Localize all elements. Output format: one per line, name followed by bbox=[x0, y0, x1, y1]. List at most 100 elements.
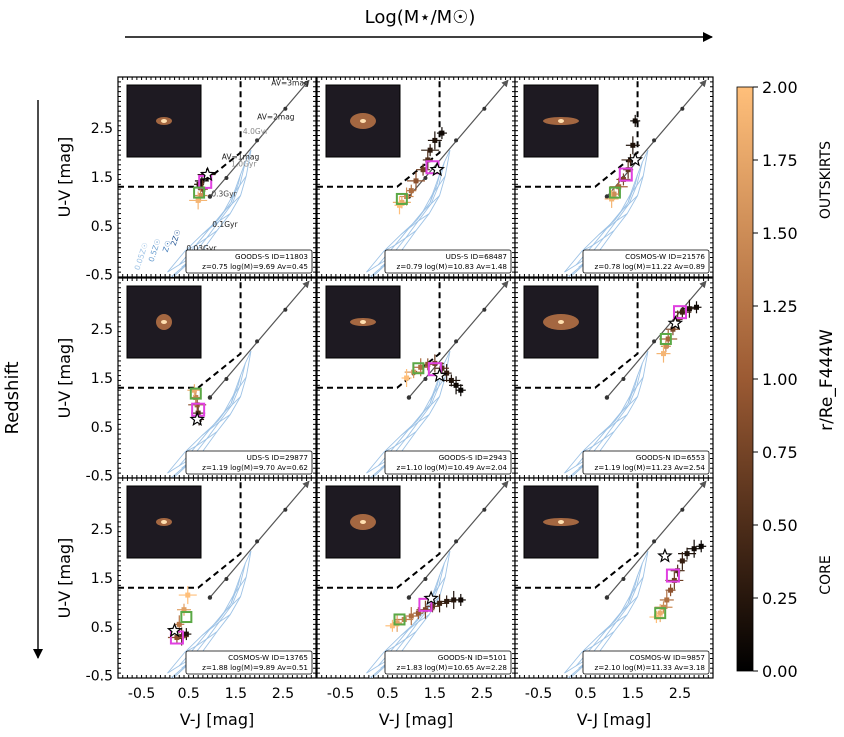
dust-vector-origin bbox=[207, 595, 213, 600]
model-isochrone bbox=[383, 431, 417, 453]
info-box bbox=[185, 249, 313, 274]
twice-half-light-marker bbox=[608, 186, 621, 199]
quiescent-boundary bbox=[118, 278, 242, 389]
colorbar-tick-label: 1.75 bbox=[762, 151, 798, 170]
radial-bin-point bbox=[630, 142, 636, 148]
radial-bin-point bbox=[415, 610, 421, 616]
model-track bbox=[401, 150, 451, 251]
model-track bbox=[575, 375, 638, 467]
x-tick-label: 0.5 bbox=[377, 686, 399, 702]
radial-bin-point bbox=[408, 613, 414, 619]
radial-bin-point bbox=[664, 597, 670, 603]
info-box bbox=[582, 450, 710, 475]
quiescent-boundary bbox=[317, 478, 441, 589]
radial-bin-point bbox=[195, 410, 201, 416]
model-isochrone bbox=[614, 396, 638, 422]
colorbar-tick-label: 1.25 bbox=[762, 297, 798, 316]
radial-bin-point bbox=[420, 167, 426, 173]
dust-vector-tick bbox=[255, 138, 260, 143]
info-box-field-id: GOODS-S ID=2943 bbox=[439, 453, 507, 462]
info-box-props: z=1.19 log(M)=9.70 Av=0.62 bbox=[202, 463, 308, 472]
model-isochrone bbox=[416, 396, 440, 422]
radial-bin-point bbox=[439, 365, 445, 371]
model-isochrone bbox=[614, 195, 638, 221]
colorbar-tick-label: 1.00 bbox=[762, 370, 798, 389]
core-star-marker bbox=[627, 151, 643, 167]
dust-vector-tick bbox=[423, 376, 428, 381]
dust-vector-tick bbox=[482, 307, 487, 312]
radial-bin-point bbox=[174, 635, 180, 641]
radial-bin-point bbox=[425, 157, 431, 163]
radial-bin-point bbox=[199, 178, 205, 184]
radial-bin-point bbox=[394, 620, 400, 626]
radial-bin-point bbox=[193, 395, 199, 401]
colorbar-gradient bbox=[736, 86, 754, 672]
model-isochrone bbox=[429, 376, 446, 404]
metallicity-label: Z☉ bbox=[161, 239, 173, 253]
quiescent-boundary bbox=[515, 478, 639, 589]
av-label: AV=2mag bbox=[257, 112, 295, 121]
x-tick-label: 2.5 bbox=[272, 686, 294, 702]
model-track bbox=[587, 162, 643, 258]
radial-bin-point bbox=[686, 306, 692, 312]
radial-bin-point bbox=[397, 202, 402, 208]
axis-ticks bbox=[515, 77, 713, 277]
model-isochrone bbox=[627, 376, 644, 404]
x-tick-label: -0.5 bbox=[128, 686, 155, 702]
av-label: AV=3mag bbox=[271, 78, 309, 87]
y-tick-label: 1.5 bbox=[91, 170, 113, 186]
info-box-props: z=1.83 log(M)=10.65 Av=2.28 bbox=[396, 663, 507, 672]
dust-vector-tick bbox=[454, 138, 459, 143]
radial-bin-point bbox=[437, 600, 443, 606]
x-tick-label: -0.5 bbox=[327, 686, 354, 702]
quiescent-boundary bbox=[317, 77, 441, 188]
info-box bbox=[384, 450, 512, 475]
axis-ticks bbox=[118, 478, 316, 678]
radial-bin-point bbox=[458, 597, 464, 603]
y-tick-label: 2.5 bbox=[91, 522, 113, 538]
dust-vector-origin bbox=[604, 595, 610, 600]
model-track bbox=[587, 363, 643, 459]
dust-vector-origin bbox=[604, 395, 610, 400]
galaxy-thumbnail-core bbox=[161, 520, 167, 524]
galaxy-thumbnail-core bbox=[161, 119, 167, 123]
panel-plot-area bbox=[317, 278, 509, 478]
dust-vector-tick bbox=[482, 106, 487, 111]
colorbar-tick-label: 0.75 bbox=[762, 443, 798, 462]
half-light-marker bbox=[673, 305, 687, 320]
info-box-props: z=0.78 log(M)=11.22 Av=0.89 bbox=[594, 262, 705, 271]
y-tick-label: -0.5 bbox=[86, 469, 113, 485]
dust-vector-tick bbox=[652, 138, 657, 143]
dust-vector-tick bbox=[423, 576, 428, 581]
galaxy-thumbnail-core bbox=[360, 119, 366, 123]
radial-bin-point bbox=[694, 304, 699, 310]
info-box-field-id: UDS-S ID=29877 bbox=[247, 453, 308, 462]
dust-vector-tick bbox=[680, 507, 685, 512]
radial-bin-point bbox=[670, 326, 676, 332]
radial-bin-point bbox=[675, 316, 681, 322]
info-box-props: z=1.88 log(M)=9.89 Av=0.51 bbox=[202, 663, 308, 672]
model-isochrone bbox=[416, 195, 440, 221]
radial-bins bbox=[656, 299, 702, 363]
radial-bin-point bbox=[453, 382, 459, 388]
x-axis-label: V-J [mag] bbox=[379, 710, 454, 729]
model-isochrone bbox=[217, 195, 241, 221]
dust-vector-tick bbox=[283, 307, 288, 312]
x-axis-label: V-J [mag] bbox=[180, 710, 255, 729]
model-track bbox=[377, 575, 440, 667]
radial-bin-point bbox=[404, 375, 410, 381]
info-box-field-id: COSMOS-W ID=13765 bbox=[228, 653, 308, 662]
model-track bbox=[599, 351, 649, 452]
radial-bin-point bbox=[430, 603, 435, 609]
y-tick-label: 0.5 bbox=[91, 219, 113, 235]
y-tick-label: -0.5 bbox=[86, 669, 113, 685]
dust-vector-origin bbox=[207, 194, 213, 199]
model-isochrone bbox=[429, 175, 446, 203]
core-star-marker bbox=[199, 166, 216, 182]
colorbar-tick-label: 0.00 bbox=[762, 662, 798, 681]
model-track bbox=[587, 563, 643, 659]
info-box bbox=[185, 650, 313, 675]
